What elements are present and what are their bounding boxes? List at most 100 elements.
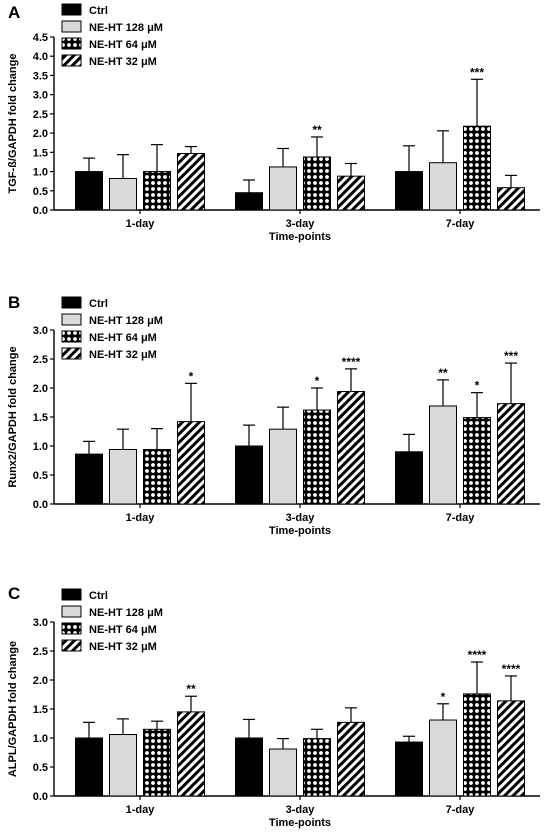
y-tick-label: 0.0 (33, 791, 48, 803)
x-axis-label: Time-points (269, 525, 331, 537)
y-tick-label: 0.5 (33, 470, 48, 482)
y-tick-label: 4.5 (33, 32, 48, 44)
y-tick-label: 4.0 (33, 51, 48, 63)
y-tick-label: 1.5 (33, 147, 48, 159)
x-tick-label: 7-day (446, 804, 476, 816)
bar (395, 741, 423, 797)
legend-label: Ctrl (89, 590, 108, 602)
legend-swatch (61, 622, 82, 635)
bar (235, 737, 263, 797)
bar (235, 192, 263, 211)
chart-panel-c: C ALPL/GAPDH fold change 0.0 0.5 1.0 1.5 2.0 2.… (7, 584, 540, 829)
legend-label: NE-HT 128 μM (89, 22, 163, 34)
y-tick-label: 1.0 (33, 733, 48, 745)
significance-label: * (441, 690, 446, 704)
y-tick-label: 2.5 (33, 109, 48, 121)
x-tick-label: 7-day (446, 512, 476, 524)
chart-panel-a: A TGF-ß/GAPDH fold change 0.0 0.5 1.0 1.5 2.0 2… (7, 3, 540, 243)
legend-swatch (61, 639, 82, 652)
significance-label: ** (438, 366, 448, 380)
y-tick-label: 2.0 (33, 383, 48, 395)
bar (337, 390, 365, 505)
x-axis-label: Time-points (269, 231, 331, 243)
legend-swatch (61, 3, 82, 16)
legend-label: NE-HT 64 μM (89, 332, 157, 344)
panel-letter: A (8, 3, 20, 22)
bar (109, 734, 137, 797)
significance-label: **** (468, 648, 487, 662)
bar (177, 421, 205, 505)
bar (143, 448, 171, 505)
significance-label: **** (342, 355, 361, 369)
bar (109, 177, 137, 211)
y-axis-label: TGF-ß/GAPDH fold change (7, 54, 19, 194)
bar (269, 748, 297, 797)
legend-label: Ctrl (89, 298, 108, 310)
bar (177, 711, 205, 797)
legend-swatch (61, 37, 82, 50)
bar (463, 693, 491, 797)
bar (143, 171, 171, 211)
bar (75, 171, 103, 211)
x-tick-label: 3-day (286, 218, 316, 230)
x-axis-label: Time-points (269, 817, 331, 829)
bar (303, 156, 331, 211)
legend-label: NE-HT 64 μM (89, 624, 157, 636)
y-tick-label: 1.0 (33, 167, 48, 179)
x-tick-label: 3-day (286, 804, 316, 816)
y-axis-label: ALPL/GAPDH fold change (7, 641, 19, 777)
bar (337, 175, 365, 211)
bar (395, 171, 423, 211)
legend-swatch (61, 347, 82, 360)
legend-label: NE-HT 32 μM (89, 641, 157, 653)
significance-label: * (475, 379, 480, 393)
y-tick-label: 3.5 (33, 70, 48, 82)
bar (269, 166, 297, 211)
bar (337, 721, 365, 797)
bar (235, 445, 263, 505)
y-tick-label: 0.5 (33, 762, 48, 774)
y-tick-label: 2.0 (33, 675, 48, 687)
significance-label: ** (186, 682, 196, 696)
legend-swatch (61, 313, 82, 326)
y-tick-label: 1.5 (33, 412, 48, 424)
legend-swatch (61, 330, 82, 343)
legend-label: NE-HT 64 μM (89, 39, 157, 51)
legend-swatch (61, 605, 82, 618)
bar (177, 152, 205, 211)
y-tick-label: 2.5 (33, 646, 48, 658)
legend-swatch (61, 588, 82, 601)
bar (429, 405, 457, 505)
bar (497, 700, 525, 797)
significance-label: * (315, 374, 320, 388)
y-tick-label: 3.0 (33, 325, 48, 337)
bar (497, 187, 525, 211)
significance-label: *** (504, 349, 518, 363)
x-tick-label: 1-day (126, 218, 156, 230)
x-tick-label: 7-day (446, 218, 476, 230)
bar (497, 403, 525, 505)
significance-label: **** (502, 662, 521, 676)
y-tick-label: 1.0 (33, 441, 48, 453)
bar (143, 728, 171, 797)
x-tick-label: 1-day (126, 512, 156, 524)
significance-label: * (189, 369, 194, 383)
x-tick-label: 3-day (286, 512, 316, 524)
bar (303, 409, 331, 505)
significance-label: ** (312, 123, 322, 137)
chart-panel-b: B Runx2/GAPDH fold change 0.0 0.5 1.0 1.5 2.0 2… (7, 293, 540, 537)
y-tick-label: 2.0 (33, 128, 48, 140)
y-tick-label: 2.5 (33, 354, 48, 366)
y-tick-label: 0.5 (33, 186, 48, 198)
bar (395, 451, 423, 505)
legend-label: NE-HT 32 μM (89, 349, 157, 361)
legend-swatch (61, 20, 82, 33)
y-axis-label: Runx2/GAPDH fold change (7, 346, 19, 487)
bar (75, 737, 103, 797)
bar (109, 448, 137, 505)
y-tick-label: 0.0 (33, 205, 48, 217)
bar (269, 428, 297, 505)
bar (463, 125, 491, 211)
bar (75, 453, 103, 505)
